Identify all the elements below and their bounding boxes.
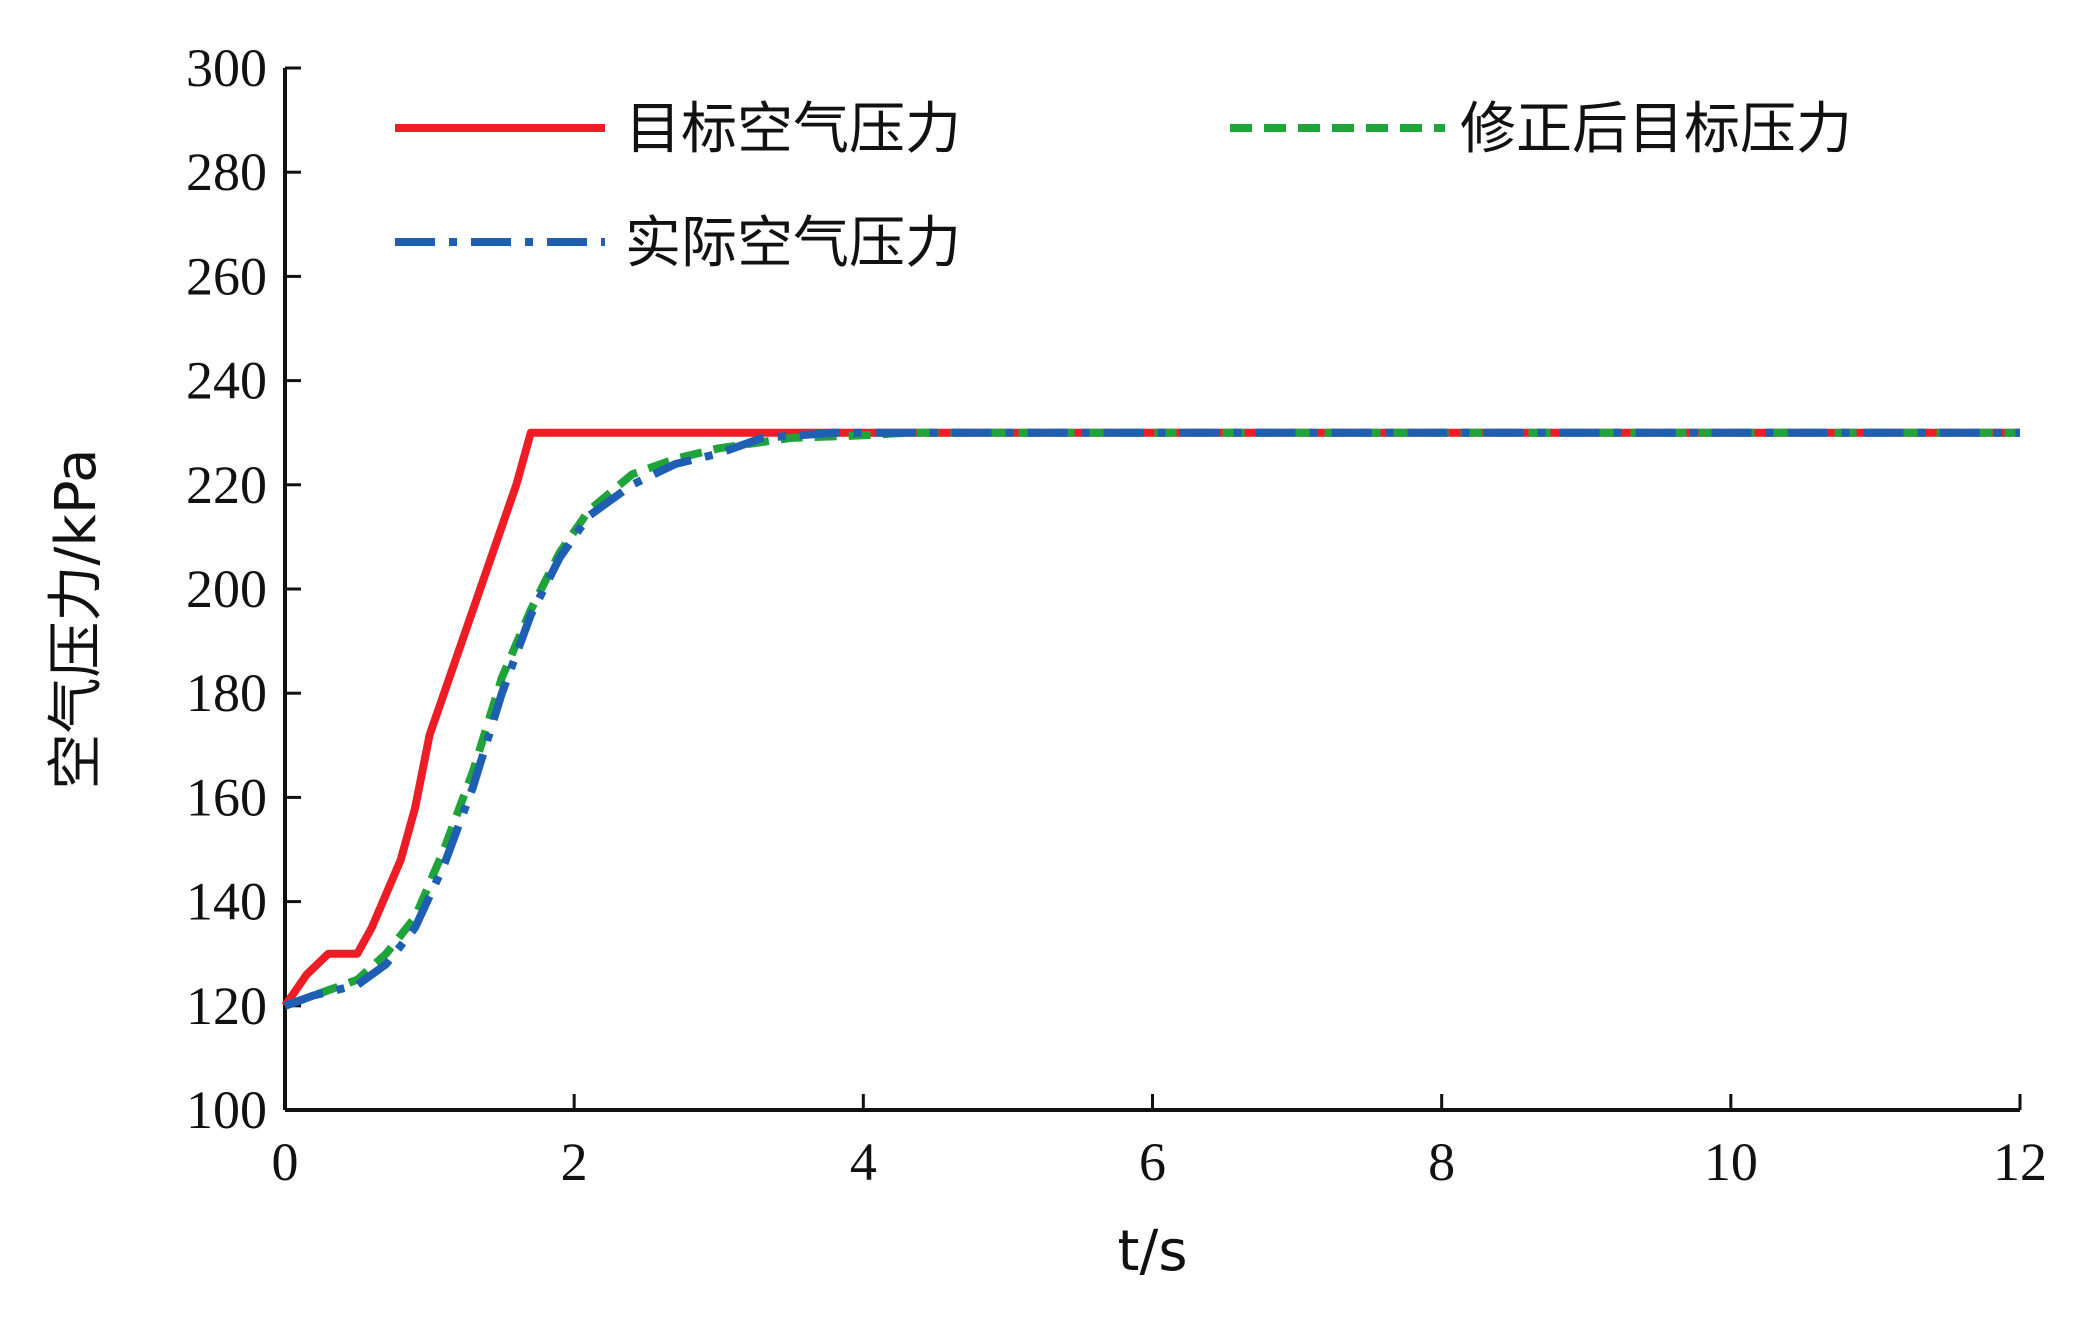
y-tick-label: 220 (186, 455, 267, 515)
y-axis-label: 空气压力/kPa (44, 449, 109, 790)
series-layer (281, 428, 2020, 1010)
y-tick-label: 160 (186, 767, 267, 827)
series-line-2 (283, 428, 2020, 1010)
y-tick-label: 200 (186, 559, 267, 619)
y-tick-label: 240 (186, 351, 267, 411)
y-tick-label: 100 (186, 1080, 267, 1140)
x-tick-label: 6 (1139, 1132, 1166, 1192)
x-tick-label: 10 (1704, 1132, 1758, 1192)
series-line-3 (283, 428, 2020, 1010)
legend-label-3: 实际空气压力 (625, 211, 961, 276)
y-tick-label: 140 (186, 872, 267, 932)
axes: 100 120 140 160 180 200 220 240 260 280 300 0 2 4 6 8 10… (186, 38, 2047, 1192)
x-axis-label: t/s (1118, 1219, 1188, 1284)
x-tick-label: 0 (272, 1132, 299, 1192)
x-tick-label: 4 (850, 1132, 877, 1192)
y-tick-label: 120 (186, 976, 267, 1036)
x-tick-label: 8 (1428, 1132, 1455, 1192)
x-tick-label: 12 (1993, 1132, 2047, 1192)
y-tick-label: 180 (186, 663, 267, 723)
y-tick-label: 280 (186, 142, 267, 202)
legend-label-1: 目标空气压力 (625, 97, 961, 162)
x-tick-label: 2 (561, 1132, 588, 1192)
y-tick-label: 260 (186, 246, 267, 306)
series-line-1 (281, 428, 2020, 1009)
legend-label-2: 修正后目标压力 (1460, 97, 1852, 162)
y-tick-label: 300 (186, 38, 267, 98)
